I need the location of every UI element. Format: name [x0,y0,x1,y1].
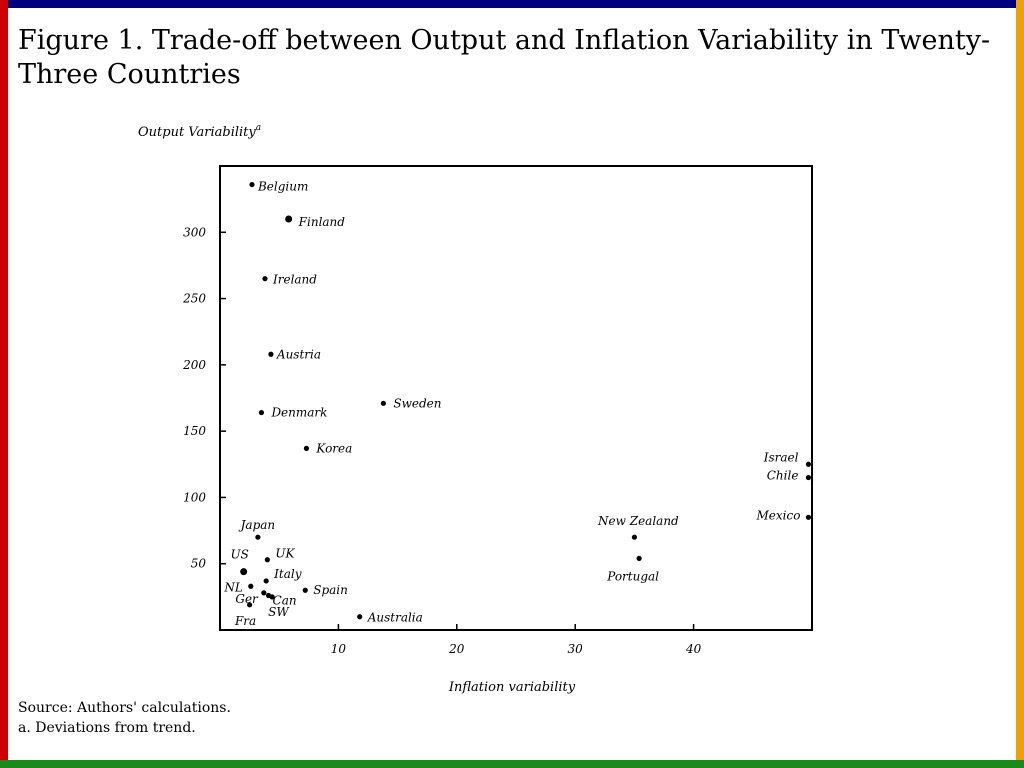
data-point-fra [247,602,253,608]
axis-ticks: 10 20 30 40 50 100 150 200 250 300 [182,225,702,656]
point-label-fra: Fra [234,614,256,628]
data-point-italy [263,578,269,584]
figure-notes: Source: Authors' calculations. a. Deviat… [18,698,231,738]
point-label-mexico: Mexico [755,508,800,522]
point-label-australia: Australia [367,611,423,625]
data-point-finland [285,215,293,223]
point-label-japan: Japan [238,518,276,532]
x-tick-label: 40 [685,642,702,656]
data-point-israel [805,461,812,467]
point-label-denmark: Denmark [270,406,327,420]
plot-frame [219,165,813,631]
point-label-korea: Korea [315,441,352,455]
point-label-new-zealand: New Zealand [597,514,679,528]
y-tick-label: 100 [183,490,206,504]
x-axis-label: Inflation variability [448,680,576,695]
top-border-bar [0,0,1024,8]
point-label-spain: Spain [313,583,348,597]
y-tick-label: 50 [191,557,207,571]
data-point-ger [261,590,267,596]
point-label-us: US [231,548,249,562]
data-point-australia [357,614,363,620]
data-point-denmark [258,409,265,416]
data-point-spain [302,587,308,593]
point-label-israel: Israel [763,450,799,464]
data-point-mexico [805,514,812,520]
footnote: a. Deviations from trend. [18,720,196,736]
data-point-uk [264,557,270,563]
data-point-belgium [249,181,255,188]
data-point-new-zealand [631,534,638,540]
source-note: Source: Authors' calculations. [18,700,231,716]
figure-title: Figure 1. Trade-off between Output and I… [18,25,991,90]
data-point-korea [303,445,310,451]
point-label-sw: SW [268,605,290,619]
data-point-sweden [380,400,386,406]
data-point-austria [268,351,274,357]
point-label-austria: Austria [276,347,321,361]
data-point-ireland [262,276,268,282]
data-point-nl [248,583,254,589]
y-tick-label: 150 [183,424,206,438]
y-axis-label-text: Output Variability [138,125,256,140]
y-axis-label: Output Variabilitya [138,123,261,140]
point-label-nl: NL [223,580,243,594]
point-label-sweden: Sweden [393,396,441,410]
right-border-bar [1016,0,1024,768]
x-tick-label: 20 [448,642,465,656]
point-label-belgium: Belgium [257,180,308,194]
point-label-ger: Ger [235,592,259,606]
point-label-can: Can [273,594,297,608]
point-label-ireland: Ireland [272,273,317,287]
data-point-portugal [636,555,642,562]
data-points: Belgium Finland Ireland Austria Sweden Denmar… [223,180,812,628]
data-point-us [240,568,248,576]
left-border-bar [0,0,8,768]
data-point-japan [255,534,261,540]
data-point-chile [805,474,812,481]
x-tick-label: 10 [331,642,347,656]
y-tick-label: 300 [183,225,206,239]
point-label-chile: Chile [767,469,799,483]
point-label-uk: UK [275,547,295,561]
bottom-border-bar [0,760,1024,768]
y-tick-label: 200 [182,358,206,372]
point-label-portugal: Portugal [606,569,659,583]
x-tick-label: 30 [568,642,584,656]
y-axis-label-superscript: a [256,123,261,133]
y-tick-label: 250 [182,292,206,306]
point-label-italy: Italy [273,567,302,581]
point-label-finland: Finland [298,215,346,229]
data-point-sw [269,594,275,600]
